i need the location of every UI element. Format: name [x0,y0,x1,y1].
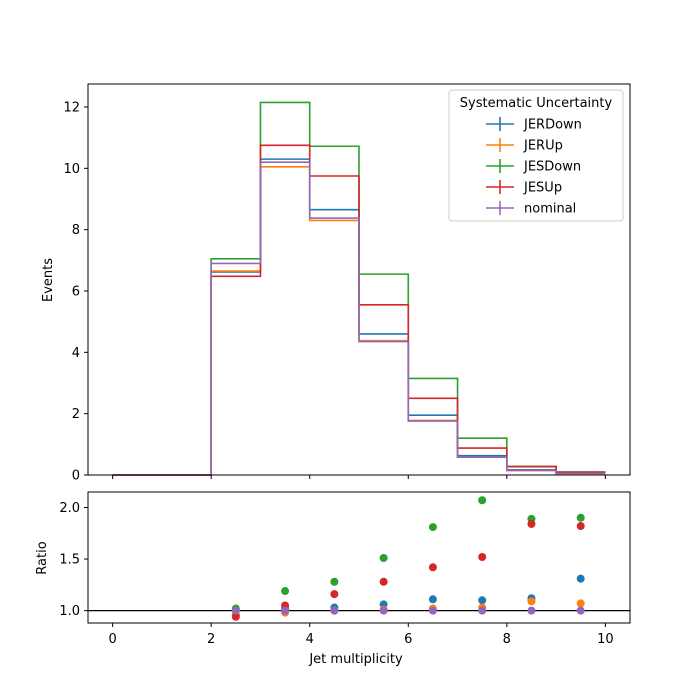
ratio-point-JERUp [576,599,585,608]
ratio-point-JERDown [428,595,437,604]
ratio-point-nominal [379,606,388,615]
ratio-y-tick-label: 1.5 [59,553,80,568]
ratio-point-JESUp [527,519,536,528]
legend-title: Systematic Uncertainty [460,96,613,111]
legend-item-nominal: nominal [486,201,576,217]
ratio-x-tick-label: 2 [207,632,215,647]
ratio-point-JESUp [576,522,585,531]
legend-label: nominal [524,202,576,217]
ratio-point-nominal [527,606,536,615]
ratio-point-nominal [478,606,487,615]
legend-label: JERDown [523,118,582,133]
ratio-y-axis-label: Ratio [35,541,50,574]
ratio-point-nominal [576,606,585,615]
events-x-ticks [112,475,606,479]
ratio-point-nominal [428,606,437,615]
ratio-x-tick-label: 6 [404,632,412,647]
ratio-point-JERUp [527,597,536,606]
ratio-y-tick-label: 1.0 [59,604,80,619]
legend-label: JERUp [523,139,563,154]
legend-label: JESDown [523,160,581,175]
legend-box [448,89,624,222]
ratio-point-JESDown [379,554,388,563]
events-y-tick-label: 8 [72,223,80,238]
ratio-y-ticks: 1.0 1.5 2.0 [59,501,88,619]
ratio-x-tick-label: 10 [597,632,614,647]
ratio-x-tick-label: 0 [108,632,116,647]
ratio-point-nominal [330,606,339,615]
legend-label: JESUp [523,181,562,196]
ratio-point-JESDown [478,496,487,505]
ratio-point-JERDown [576,574,585,583]
events-y-tick-label: 4 [72,346,80,361]
x-axis-label: Jet multiplicity [308,652,403,667]
ratio-point-JESDown [576,513,585,522]
ratio-point-JESDown [330,577,339,586]
ratio-point-nominal [281,606,290,615]
ratio-plot-area [88,492,630,623]
ratio-point-JESDown [281,587,290,596]
histogram-nominal [112,161,606,476]
ratio-point-JESUp [379,577,388,586]
events-y-tick-label: 10 [63,162,80,177]
events-y-ticks: 0 2 4 6 8 10 12 [63,101,88,484]
legend-item-JERDown: JERDown [486,117,582,133]
events-histograms [112,101,606,476]
ratio-point-JESDown [428,523,437,532]
ratio-y-tick-label: 2.0 [59,501,80,516]
legend-item-JESUp: JESUp [486,180,562,196]
events-axes-frame [87,83,631,476]
ratio-axes-frame [87,491,631,624]
ratio-x-tick-label: 4 [306,632,314,647]
ratio-x-tick-label: 8 [503,632,511,647]
events-y-tick-label: 6 [72,285,80,300]
ratio-point-JERDown [478,596,487,605]
ratio-point-JESUp [478,552,487,561]
ratio-point-nominal [231,606,240,615]
events-y-tick-label: 2 [72,407,80,422]
ratio-point-JESUp [330,590,339,599]
ratio-panel: 1.0 1.5 2.0 0 2 4 6 8 10 Ratio Jet multiplicity [35,491,631,667]
ratio-point-JESUp [231,612,240,621]
ratio-x-ticks: 0 2 4 6 8 10 [108,623,614,647]
ratio-point-JESUp [428,563,437,572]
events-y-tick-label: 0 [72,469,80,484]
legend: Systematic Uncertainty JERDown JERUp JESDo… [448,89,624,222]
ratio-points [231,496,585,621]
legend-item-JESDown: JESDown [486,159,581,175]
events-y-axis-label: Events [41,258,56,302]
events-panel: 0 2 4 6 8 10 12 Events Systematic Uncertainty … [41,83,631,484]
events-y-tick-label: 12 [63,101,80,116]
legend-item-JERUp: JERUp [486,138,563,154]
